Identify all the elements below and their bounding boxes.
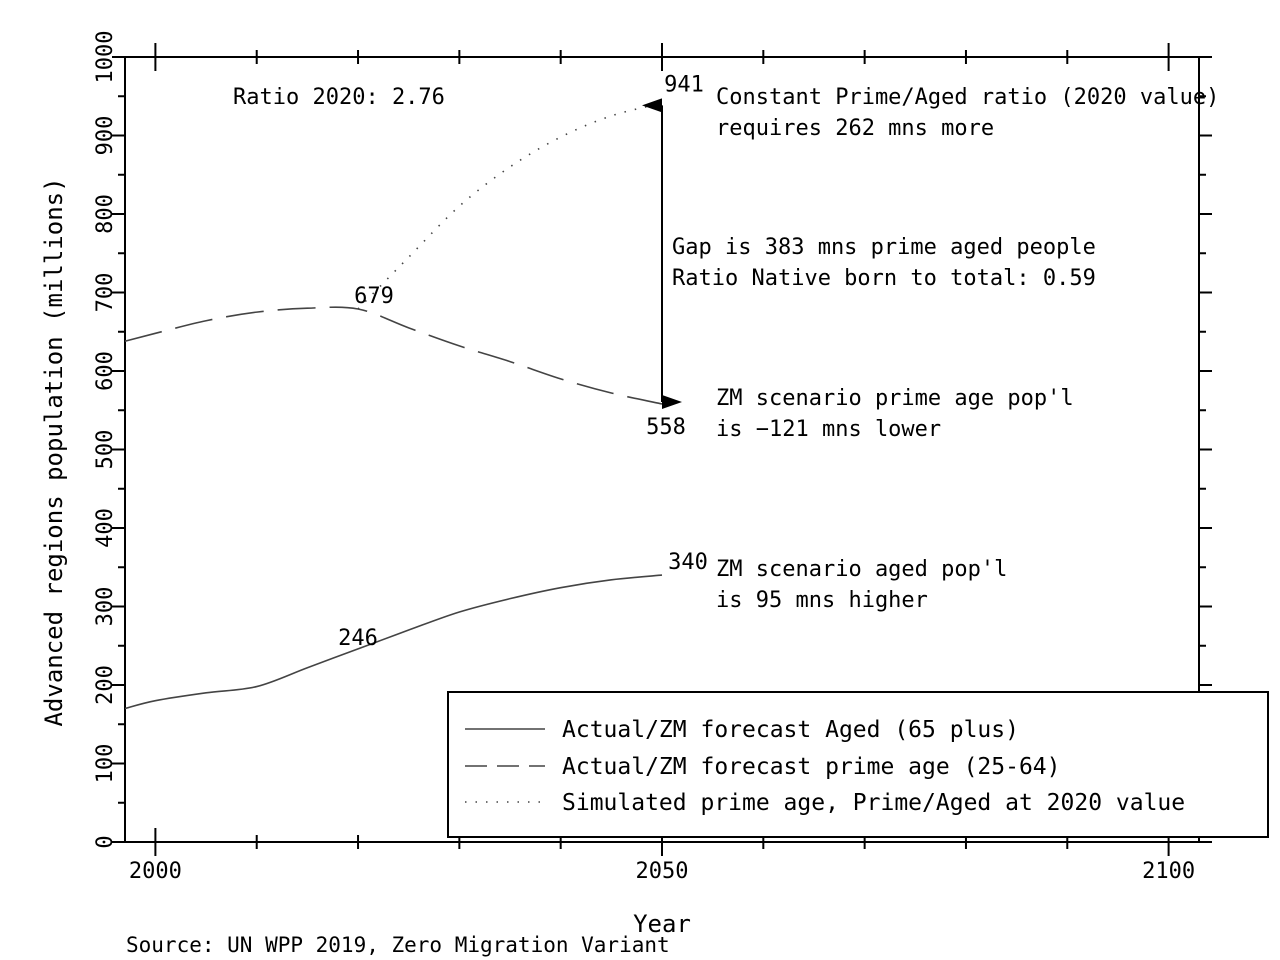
annotation-constant-ratio-line2: requires 262 mns more xyxy=(716,116,994,141)
y-axis-ticks: 0 100 200 300 400 500 600 700 800 900 1000 xyxy=(93,31,1212,849)
annotation-aged-higher-line1: ZM scenario aged pop'l xyxy=(716,557,1007,582)
point-label: 246 xyxy=(338,626,378,651)
annotation-prime-lower-line2: is −121 mns lower xyxy=(716,417,941,442)
series-line-aged xyxy=(124,574,663,710)
y-tick-label: 900 xyxy=(93,116,118,156)
legend-label-simulated: Simulated prime age, Prime/Aged at 2020 … xyxy=(562,790,1185,816)
y-tick-label: 300 xyxy=(93,587,118,627)
x-tick-label: 2000 xyxy=(129,859,182,884)
x-tick-label: 2100 xyxy=(1142,859,1195,884)
annotation-constant-ratio-line1: Constant Prime/Aged ratio (2020 value) xyxy=(716,85,1219,110)
y-tick-label: 0 xyxy=(93,835,118,848)
y-axis-title: Advanced regions population (millions) xyxy=(40,177,68,726)
legend-label-aged: Actual/ZM forecast Aged (65 plus) xyxy=(562,717,1019,743)
y-tick-label: 100 xyxy=(93,744,118,784)
point-label: 679 xyxy=(354,284,394,309)
x-axis-ticks: 2000 2050 2100 xyxy=(129,43,1195,884)
point-label: 340 xyxy=(668,550,708,575)
legend-label-prime: Actual/ZM forecast prime age (25-64) xyxy=(562,754,1061,780)
y-tick-label: 500 xyxy=(93,430,118,470)
y-tick-label: 800 xyxy=(93,194,118,234)
annotation-gap-line1: Gap is 383 mns prime aged people xyxy=(672,235,1096,260)
y-tick-label: 400 xyxy=(93,508,118,548)
y-tick-label: 200 xyxy=(93,665,118,705)
point-label: 941 xyxy=(664,72,704,97)
series-lines xyxy=(124,102,663,710)
point-labels: 246 340 679 558 941 xyxy=(338,72,708,651)
series-line-prime xyxy=(124,306,663,405)
y-tick-label: 600 xyxy=(93,351,118,391)
annotation-aged-higher-line2: is 95 mns higher xyxy=(716,588,928,613)
annotation-prime-lower-line1: ZM scenario prime age pop'l xyxy=(716,386,1074,411)
y-tick-label: 1000 xyxy=(93,31,118,84)
y-tick-label: 700 xyxy=(93,273,118,313)
legend-box xyxy=(447,691,1269,838)
annotation-ratio-2020: Ratio 2020: 2.76 xyxy=(233,85,445,110)
series-line-simulated xyxy=(357,102,663,310)
point-label: 558 xyxy=(646,415,686,440)
x-tick-label: 2050 xyxy=(636,859,689,884)
annotation-gap-line2: Ratio Native born to total: 0.59 xyxy=(672,266,1096,291)
source-note: Source: UN WPP 2019, Zero Migration Vari… xyxy=(126,933,670,957)
legend: Actual/ZM forecast Aged (65 plus) Actual… xyxy=(447,691,1269,838)
x-axis-title: Year xyxy=(633,910,691,938)
